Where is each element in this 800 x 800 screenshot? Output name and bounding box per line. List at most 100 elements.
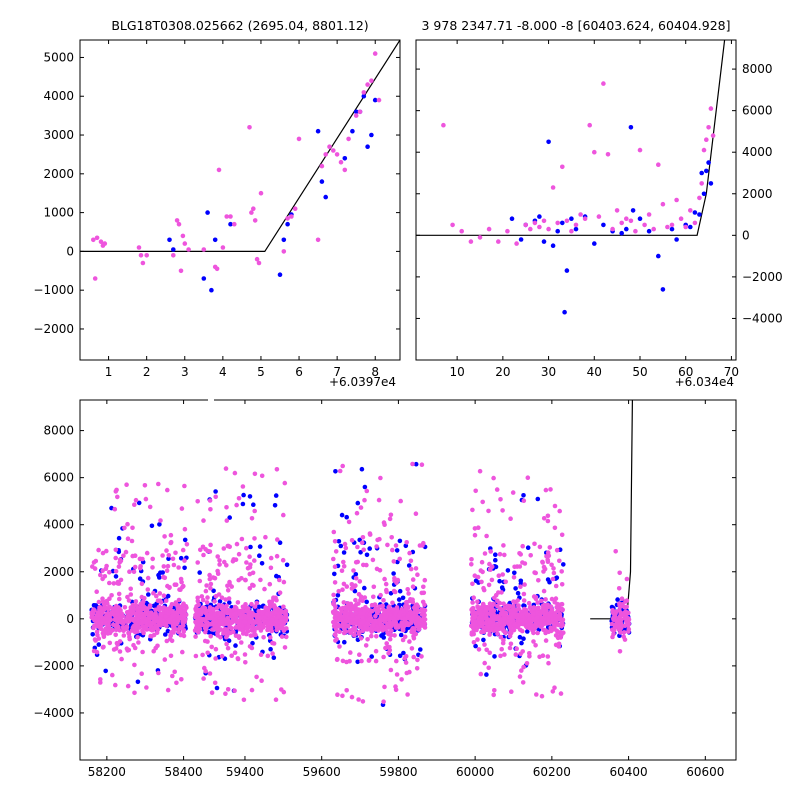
- pink-data-point: [243, 660, 248, 665]
- pink-data-point: [223, 691, 228, 696]
- blue-data-point: [592, 241, 597, 246]
- pink-data-point: [378, 622, 384, 627]
- pink-data-point: [688, 208, 693, 213]
- pink-data-point: [479, 579, 484, 585]
- y-tick-label: 2000: [43, 167, 74, 181]
- pink-data-point: [521, 591, 527, 597]
- blue-data-point: [135, 679, 141, 685]
- pink-data-point: [389, 535, 395, 540]
- pink-data-point: [450, 222, 455, 228]
- blue-data-point: [646, 228, 652, 234]
- pink-data-point: [578, 212, 583, 217]
- pink-data-point: [621, 634, 626, 639]
- pink-data-point: [516, 622, 521, 628]
- pink-data-point: [551, 566, 556, 571]
- pink-data-point: [208, 585, 213, 591]
- pink-data-point: [265, 653, 271, 659]
- pink-data-point: [420, 543, 425, 548]
- pink-data-point: [168, 532, 174, 538]
- pink-data-point: [492, 595, 497, 601]
- pink-data-point: [342, 541, 348, 547]
- x-tick-label: 58400: [164, 765, 202, 779]
- pink-data-point: [225, 583, 230, 589]
- pink-data-point: [237, 611, 243, 617]
- pink-data-point: [343, 545, 349, 551]
- blue-data-point: [251, 502, 256, 508]
- pink-data-point: [482, 660, 488, 666]
- blue-data-point: [103, 668, 108, 674]
- pink-data-point: [506, 607, 512, 612]
- pink-data-point: [560, 620, 565, 625]
- pink-data-point: [145, 587, 151, 592]
- pink-data-point: [553, 583, 559, 589]
- pink-data-point: [334, 629, 339, 634]
- pink-data-point: [540, 653, 546, 658]
- pink-data-point: [552, 685, 557, 690]
- pink-data-point: [270, 651, 275, 656]
- pink-data-point: [267, 581, 273, 587]
- pink-data-point: [122, 525, 127, 531]
- pink-data-point: [106, 623, 112, 628]
- blue-data-point: [323, 194, 329, 200]
- blue-data-point: [259, 561, 265, 566]
- blue-data-point: [372, 97, 378, 103]
- pink-data-point: [379, 603, 385, 609]
- pink-data-point: [215, 571, 221, 576]
- blue-data-point: [525, 545, 531, 550]
- pink-data-point: [104, 598, 110, 604]
- blue-data-point: [515, 590, 521, 596]
- pink-data-point: [405, 587, 411, 592]
- pink-data-point: [617, 608, 622, 613]
- pink-data-point: [136, 245, 142, 250]
- pink-data-point: [263, 605, 269, 610]
- pink-data-point: [164, 548, 169, 553]
- pink-data-point: [626, 621, 631, 626]
- pink-data-point: [176, 221, 182, 227]
- pink-data-point: [486, 508, 491, 514]
- blue-data-point: [564, 268, 570, 273]
- pink-data-point: [547, 545, 553, 550]
- pink-data-point: [232, 605, 238, 611]
- pink-data-point: [360, 614, 365, 620]
- pink-data-point: [381, 616, 387, 622]
- pink-data-point: [359, 658, 364, 664]
- x-tick-label: 10: [450, 365, 465, 379]
- pink-data-point: [332, 539, 338, 544]
- pink-data-point: [257, 615, 262, 621]
- blue-data-point: [688, 224, 693, 230]
- panel-zoom-left-model-line: [80, 40, 400, 252]
- panel-full-lightcurve: 58200 58400 59400 59600 59800 60000 60200 60400…: [33, 396, 737, 779]
- pink-data-point: [161, 593, 167, 598]
- pink-data-point: [518, 651, 523, 657]
- model-curve: [590, 400, 633, 620]
- x-tick-label: 8: [371, 365, 379, 379]
- y-tick-label: −2000: [33, 659, 74, 673]
- panel-full-axis-break: [208, 396, 214, 404]
- pink-data-point: [244, 560, 249, 565]
- y-tick-label: 1000: [43, 206, 74, 220]
- pink-data-point: [511, 575, 517, 580]
- pink-data-point: [387, 516, 393, 522]
- pink-data-point: [487, 566, 493, 572]
- pink-data-point: [555, 220, 560, 226]
- pink-data-point: [503, 579, 509, 585]
- pink-data-point: [101, 644, 106, 650]
- pink-data-point: [180, 649, 185, 655]
- blue-data-point: [397, 538, 403, 544]
- pink-data-point: [360, 598, 365, 604]
- pink-data-point: [357, 579, 363, 584]
- pink-data-point: [610, 226, 615, 232]
- pink-data-point: [252, 471, 258, 477]
- pink-data-point: [616, 586, 622, 591]
- blue-data-point: [256, 604, 262, 610]
- pink-data-point: [470, 600, 475, 605]
- pink-data-point: [252, 536, 257, 541]
- blue-data-point: [339, 512, 345, 518]
- pink-data-point: [139, 581, 145, 587]
- pink-data-point: [150, 556, 155, 562]
- pink-data-point: [283, 608, 289, 614]
- pink-data-point: [468, 239, 474, 244]
- pink-data-point: [409, 619, 414, 624]
- blue-data-point: [228, 221, 233, 227]
- blue-data-point: [473, 643, 478, 649]
